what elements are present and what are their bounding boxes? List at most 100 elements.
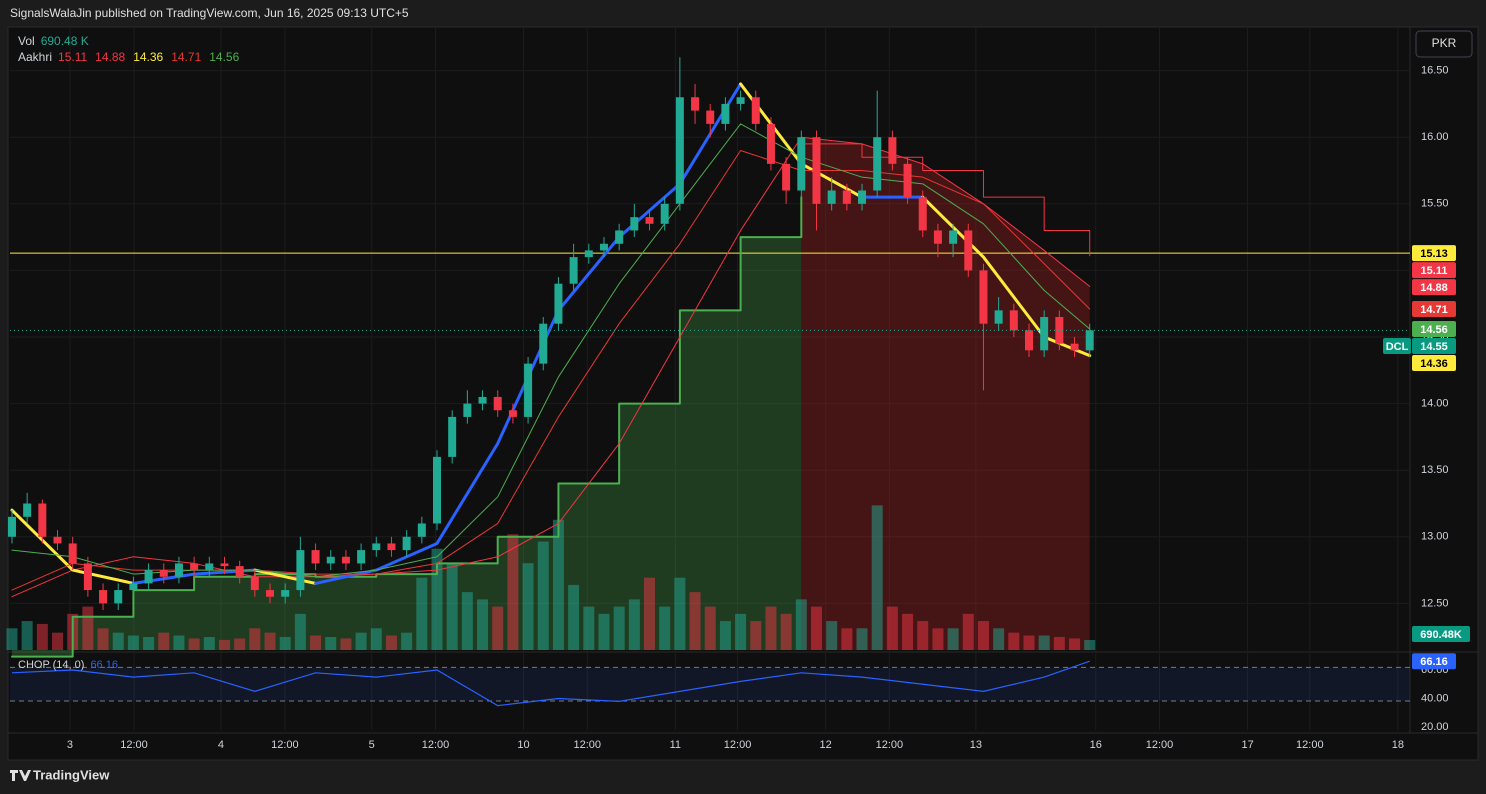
y-tick-label: 15.50 [1421, 198, 1449, 210]
candle-body [675, 97, 684, 204]
symbol-tag [1383, 338, 1411, 355]
indicator-tag [1412, 653, 1456, 670]
volume-bar [279, 636, 291, 650]
x-tick-label: 13 [970, 739, 982, 751]
volume-bar [522, 563, 534, 650]
candle-body [129, 583, 138, 591]
volume-bar [765, 606, 777, 650]
volume-bar [886, 606, 898, 650]
price-tag-label: 14.71 [1420, 304, 1448, 316]
price-tag [1412, 279, 1456, 296]
candle-body [53, 536, 62, 544]
x-tick-label: 12:00 [1296, 739, 1324, 751]
candle-body [539, 323, 548, 364]
candle-body [38, 503, 47, 537]
moving-average-line [10, 508, 135, 585]
legend-value: 14.71 [171, 50, 201, 64]
volume-bar [82, 606, 94, 650]
currency-button[interactable] [1415, 30, 1473, 58]
candle-body [1040, 317, 1049, 351]
volume-bar [1069, 638, 1081, 650]
candle-body [372, 543, 381, 551]
trail-stop-line [10, 196, 803, 658]
indicator-tag-label: 66.16 [1420, 656, 1448, 668]
legend-value: 14.88 [95, 50, 125, 64]
candle-body [99, 590, 108, 604]
volume-bar [735, 613, 747, 650]
volume-bar [97, 628, 109, 650]
candle-body [751, 97, 760, 124]
candle-body [706, 110, 715, 124]
candle-body [341, 556, 350, 564]
volume-bar [340, 638, 352, 650]
brand-logo [10, 770, 31, 781]
volume-bar [370, 628, 382, 650]
y-tick-label: 13.50 [1421, 464, 1449, 476]
volume-bar [583, 606, 595, 650]
y-tick-label: 16.00 [1421, 131, 1449, 143]
volume-bar [598, 613, 610, 650]
candle-body [1070, 343, 1079, 351]
price-tag-label: 14.88 [1420, 282, 1448, 294]
candle-body [797, 137, 806, 191]
y-tick-label: 16.50 [1421, 65, 1449, 77]
legend-value: 15.11 [58, 50, 87, 64]
volume-bar [568, 584, 580, 650]
volume-bar [552, 519, 564, 650]
volume-bar [659, 606, 671, 650]
volume-bar [841, 628, 853, 650]
y-tick-label: 12.50 [1421, 597, 1449, 609]
candle-body [266, 590, 275, 597]
volume-bar [674, 577, 686, 650]
volume-bar [249, 628, 261, 650]
legend-value: 690.48 K [41, 34, 89, 48]
volume-bar [1023, 635, 1035, 650]
legend-label: Vol [18, 34, 35, 48]
volume-bar [917, 621, 929, 650]
x-tick-label: 16 [1090, 739, 1102, 751]
bull-zone-fill [11, 197, 802, 657]
price-tag-label: 15.11 [1421, 265, 1448, 277]
candle-body [7, 516, 16, 537]
volume-bar [52, 632, 64, 650]
candle-body [448, 416, 457, 457]
volume-bar [704, 606, 716, 650]
volume-bar [1008, 632, 1020, 650]
candle-body [736, 97, 745, 104]
candle-body [1055, 317, 1064, 344]
y-tick-label: 13.00 [1421, 531, 1449, 543]
price-tag [1412, 355, 1456, 372]
volume-bar [36, 623, 48, 650]
candle-body [964, 230, 973, 271]
volume-bar [294, 613, 306, 650]
candle-body [114, 590, 123, 604]
indicator-title: CHOP (14, 0) [18, 659, 84, 671]
x-tick-label: 3 [67, 739, 73, 751]
candle-body [296, 550, 305, 591]
price-tag [1412, 262, 1456, 279]
volume-bar [795, 599, 807, 650]
volume-bar [264, 632, 276, 650]
volume-bar [203, 636, 215, 650]
symbol-tag-label: DCL [1386, 341, 1409, 353]
candle-body [83, 563, 92, 591]
candle-body [190, 563, 199, 571]
candle-body [569, 257, 578, 284]
candle-body [584, 250, 593, 258]
x-tick-label: 5 [369, 739, 375, 751]
volume-tag [1412, 626, 1470, 643]
candle-body [660, 203, 669, 224]
candle-body [463, 403, 472, 417]
volume-bar [143, 636, 155, 650]
candle-body [311, 550, 320, 564]
price-tag-label: 14.56 [1420, 324, 1448, 336]
band-fill [10, 667, 1410, 702]
candle-body [888, 137, 897, 164]
chop-line [11, 660, 1090, 707]
volume-bar [173, 635, 185, 650]
currency[interactable]: PKR [1432, 36, 1457, 50]
volume-bar [21, 621, 33, 650]
candle-body [873, 137, 882, 191]
volume-bar [537, 541, 549, 650]
volume-bar [947, 628, 959, 650]
